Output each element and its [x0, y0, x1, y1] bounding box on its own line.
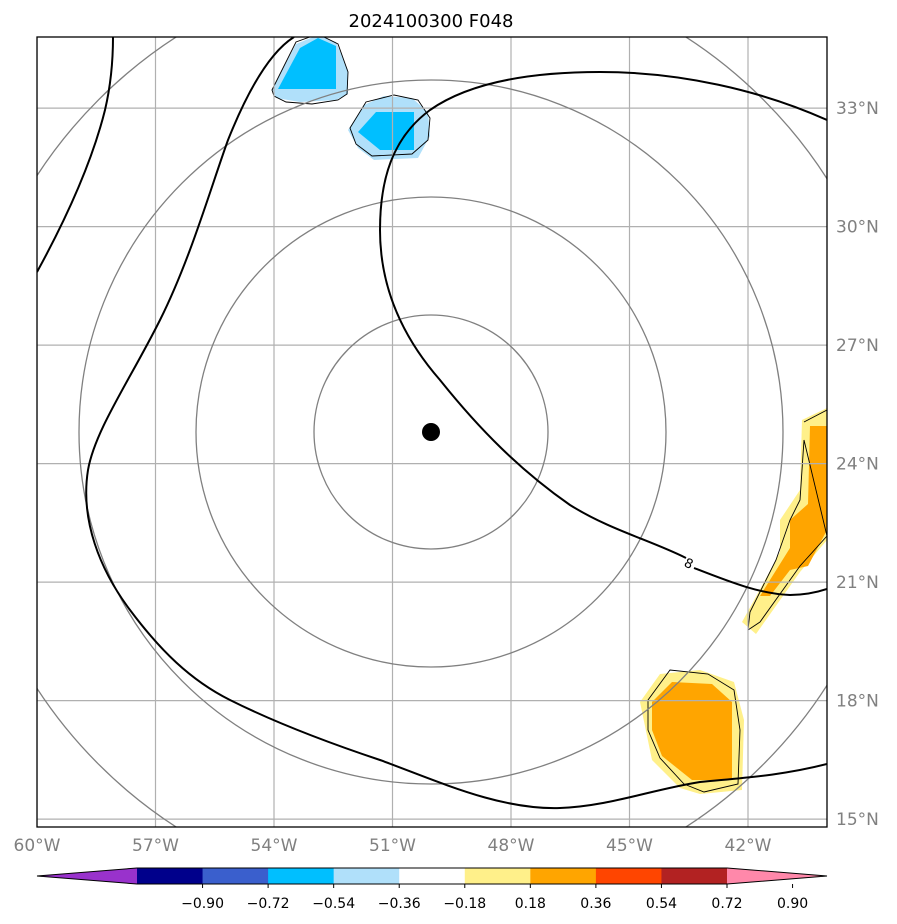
orange-shading [760, 426, 827, 596]
blue-shading [278, 38, 336, 89]
range-ring [78, 79, 784, 785]
lat-tick-label: 18°N [836, 692, 879, 712]
colorbar-bin [464, 868, 531, 884]
colorbar-tick-label: −0.72 [247, 896, 290, 912]
colorbar-bin [595, 868, 662, 884]
longitude-tick-labels: 60°W 57°W 54°W 51°W 48°W 45°W 42°W [14, 836, 772, 856]
lon-tick-label: 60°W [14, 836, 61, 856]
contour-line-northwest [37, 37, 114, 273]
colorbar-extend-high [727, 868, 827, 884]
lat-tick-label: 24°N [836, 455, 879, 475]
black-contours [37, 37, 827, 810]
colorbar-bin [137, 868, 204, 884]
lon-tick-label: 51°W [369, 836, 416, 856]
orange-shading [652, 682, 732, 780]
contour-line-main [378, 70, 827, 559]
field-outline [349, 94, 431, 157]
map-title: 2024100300 F048 [349, 11, 514, 32]
storm-center-marker [422, 423, 440, 441]
blue-shading [358, 112, 414, 150]
colorbar-bin [661, 868, 728, 884]
contour-line-east [693, 567, 827, 597]
lon-tick-label: 48°W [488, 836, 535, 856]
contour-line-southwest [85, 37, 827, 810]
colorbar-tick-label: 0.90 [777, 896, 808, 912]
field-outline [647, 669, 741, 793]
lon-tick-label: 54°W [251, 836, 298, 856]
lon-tick-label: 45°W [606, 836, 653, 856]
lat-tick-label: 30°N [836, 218, 879, 238]
colorbar-tick-label: −0.90 [181, 896, 224, 912]
map-frame [36, 36, 828, 828]
colorbar-tick-label: −0.18 [443, 896, 486, 912]
colorbar-tick-label: 0.36 [580, 896, 611, 912]
negative-anomaly-north [271, 37, 349, 105]
colorbar-bin [333, 868, 400, 884]
lon-tick-label: 42°W [725, 836, 772, 856]
yellow-shading [742, 408, 827, 634]
field-outline [271, 37, 349, 105]
colorbar-tick-label: 0.18 [515, 896, 546, 912]
colorbar-tick-label: −0.36 [378, 896, 421, 912]
lat-tick-label: 21°N [836, 573, 879, 593]
lon-tick-label: 57°W [132, 836, 179, 856]
colorbar-extend-low [37, 868, 137, 884]
range-ring [195, 196, 667, 668]
negative-anomaly-center [348, 94, 431, 160]
colorbar-tick-label: 0.72 [711, 896, 742, 912]
colorbar-outline [36, 867, 828, 885]
range-ring [313, 314, 549, 550]
colorbar-tick-label: −0.54 [312, 896, 355, 912]
lat-tick-label: 15°N [836, 810, 879, 830]
lat-tick-label: 27°N [836, 336, 879, 356]
graticule [37, 37, 827, 827]
colorbar-bin [399, 868, 466, 884]
colorbar-bin [530, 868, 597, 884]
latitude-tick-labels: 33°N 30°N 27°N 24°N 21°N 18°N 15°N [836, 99, 879, 830]
lat-tick-label: 33°N [836, 99, 879, 119]
colorbar: −0.90 −0.72 −0.54 −0.36 −0.18 0.18 0.36 0.54 0.7… [36, 867, 828, 912]
map-area: 8 [36, 36, 828, 828]
range-rings [37, 37, 827, 827]
colorbar-tick-label: 0.54 [646, 896, 677, 912]
colorbar-bin [268, 868, 335, 884]
colorbar-bin [202, 868, 269, 884]
